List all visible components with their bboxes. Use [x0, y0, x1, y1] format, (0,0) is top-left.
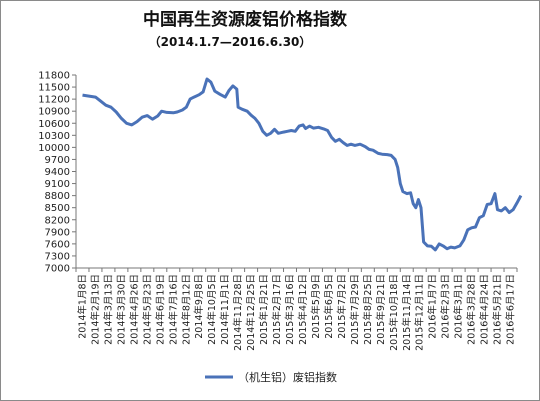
x-tick-label: 2014年7月16日: [167, 274, 179, 345]
x-tick-label: 2015年7月29日: [349, 274, 361, 345]
x-tick-label: 2015年4月12日: [297, 274, 309, 345]
chart-subtitle: （2014.1.7—2016.6.30）: [149, 34, 312, 49]
x-tick-label: 2015年7月2日: [336, 274, 348, 339]
x-tick-label: 2016年1月7日: [427, 274, 439, 339]
x-tick-label: 2015年5月9日: [310, 274, 322, 339]
x-tick-label: 2015年10月18日: [388, 274, 400, 351]
legend: （机生铝）废铝指数: [205, 370, 337, 384]
x-tick-label: 2014年11月28日: [232, 274, 244, 351]
series-layer: [83, 79, 521, 250]
chart-title: 中国再生资源废铝价格指数: [143, 9, 348, 30]
y-tick-label: 9100: [45, 179, 70, 190]
x-axis-ticks: 2014年1月8日 2014年2月19日 2014年3月13日 2014年3月30日 2…: [76, 268, 517, 351]
x-tick-label: 2014年6月19日: [154, 274, 166, 345]
x-tick-label: 2014年4月26日: [128, 274, 140, 345]
x-tick-label: 2014年12月25日: [245, 274, 257, 351]
y-tick-label: 11800: [38, 71, 70, 82]
x-tick-label: 2014年3月13日: [102, 274, 114, 345]
y-tick-label: 11200: [38, 95, 70, 106]
y-tick-label: 9400: [45, 167, 70, 178]
y-tick-label: 8500: [45, 203, 70, 214]
y-tick-label: 10900: [38, 107, 70, 118]
legend-label: （机生铝）废铝指数: [238, 370, 337, 384]
y-tick-label: 10000: [38, 143, 70, 154]
x-tick-label: 2016年2月3日: [440, 274, 452, 339]
y-tick-label: 8200: [45, 215, 70, 226]
x-tick-label: 2015年9月21日: [375, 274, 387, 345]
x-tick-label: 2014年3月30日: [115, 274, 127, 345]
x-tick-label: 2014年5月23日: [141, 274, 153, 345]
x-tick-label: 2016年3月28日: [466, 274, 478, 345]
x-tick-label: 2014年2月19日: [89, 274, 101, 345]
x-tick-label: 2016年5月21日: [492, 274, 504, 345]
y-tick-label: 10300: [38, 131, 70, 142]
y-tick-label: 7300: [45, 251, 70, 262]
y-tick-label: 7900: [45, 227, 70, 238]
x-tick-label: 2015年11月14日: [401, 274, 413, 351]
x-tick-label: 2014年9月8日: [193, 274, 205, 339]
series-line-0: [83, 79, 521, 250]
x-tick-label: 2014年10月5日: [206, 274, 218, 345]
y-tick-label: 7600: [45, 239, 70, 250]
x-tick-label: 2015年12月11日: [414, 274, 426, 351]
y-axis-ticks: 1180011500112001090010600103001000097009…: [38, 71, 76, 275]
y-tick-label: 8800: [45, 191, 70, 202]
x-tick-label: 2016年4月24日: [479, 274, 491, 345]
x-tick-label: 2015年3月16日: [284, 274, 296, 345]
y-tick-label: 11500: [38, 83, 70, 94]
x-tick-label: 2014年8月12日: [180, 274, 192, 345]
y-tick-label: 10600: [38, 119, 70, 130]
chart-axes: [76, 75, 517, 268]
x-tick-label: 2014年1月8日: [76, 274, 88, 339]
x-tick-label: 2015年8月25日: [362, 274, 374, 345]
x-tick-label: 2015年1月21日: [258, 274, 270, 345]
x-tick-label: 2014年11月1日: [219, 274, 231, 345]
x-tick-label: 2016年3月1日: [453, 274, 465, 339]
x-tick-label: 2015年2月17日: [271, 274, 283, 345]
x-tick-label: 2016年6月17日: [505, 274, 517, 345]
x-tick-label: 2015年6月5日: [323, 274, 335, 339]
y-tick-label: 7000: [45, 264, 70, 275]
y-tick-label: 9700: [45, 155, 70, 166]
